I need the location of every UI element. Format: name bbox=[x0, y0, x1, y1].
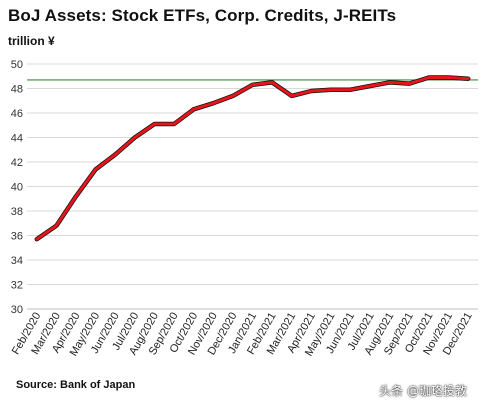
data-point bbox=[153, 122, 156, 126]
y-tick-label: 50 bbox=[11, 59, 23, 71]
y-tick-label: 38 bbox=[11, 206, 23, 218]
data-point bbox=[349, 88, 352, 91]
data-point bbox=[212, 102, 215, 105]
data-point bbox=[368, 84, 372, 88]
data-point bbox=[192, 108, 195, 111]
data-point bbox=[55, 224, 58, 227]
y-tick-label: 40 bbox=[11, 182, 23, 194]
gridlines bbox=[27, 63, 478, 310]
series-line-outline bbox=[34, 75, 471, 242]
y-tick-label: 42 bbox=[11, 157, 23, 169]
data-point bbox=[427, 76, 431, 79]
y-tick-label: 44 bbox=[11, 133, 23, 145]
data-point bbox=[329, 88, 333, 91]
data-point bbox=[231, 94, 235, 98]
data-point bbox=[290, 94, 293, 98]
data-point bbox=[94, 168, 97, 171]
y-tick-label: 32 bbox=[11, 280, 23, 292]
data-point bbox=[408, 82, 411, 85]
data-point bbox=[310, 89, 313, 93]
data-point bbox=[447, 76, 450, 79]
data-point bbox=[251, 83, 254, 87]
y-axis-unit-label: trillion ¥ bbox=[8, 34, 55, 48]
series-line bbox=[35, 76, 470, 241]
data-point bbox=[270, 81, 274, 84]
y-tick-label: 36 bbox=[11, 231, 23, 243]
y-tick-label: 48 bbox=[11, 84, 23, 96]
data-point bbox=[466, 77, 470, 80]
series-group bbox=[34, 75, 471, 242]
source-note: Source: Bank of Japan bbox=[16, 379, 136, 391]
data-point bbox=[133, 136, 137, 139]
y-axis-tick-labels: 30 32 34 36 38 40 42 44 46 48 50 bbox=[11, 59, 23, 316]
y-tick-label: 30 bbox=[11, 304, 23, 316]
data-point bbox=[35, 237, 39, 241]
y-tick-label: 34 bbox=[11, 255, 23, 267]
y-tick-label: 46 bbox=[11, 108, 23, 120]
data-point bbox=[74, 195, 78, 198]
data-point bbox=[172, 122, 176, 126]
x-axis-tick-labels: Feb/2020Mar/2020Apr/2020May/2020Jun/2020… bbox=[10, 311, 475, 359]
data-point bbox=[114, 153, 117, 156]
data-point bbox=[388, 81, 391, 84]
chart-title: BoJ Assets: Stock ETFs, Corp. Credits, J… bbox=[8, 6, 397, 25]
watermark: 头条 @珈珞投教 bbox=[379, 384, 467, 398]
